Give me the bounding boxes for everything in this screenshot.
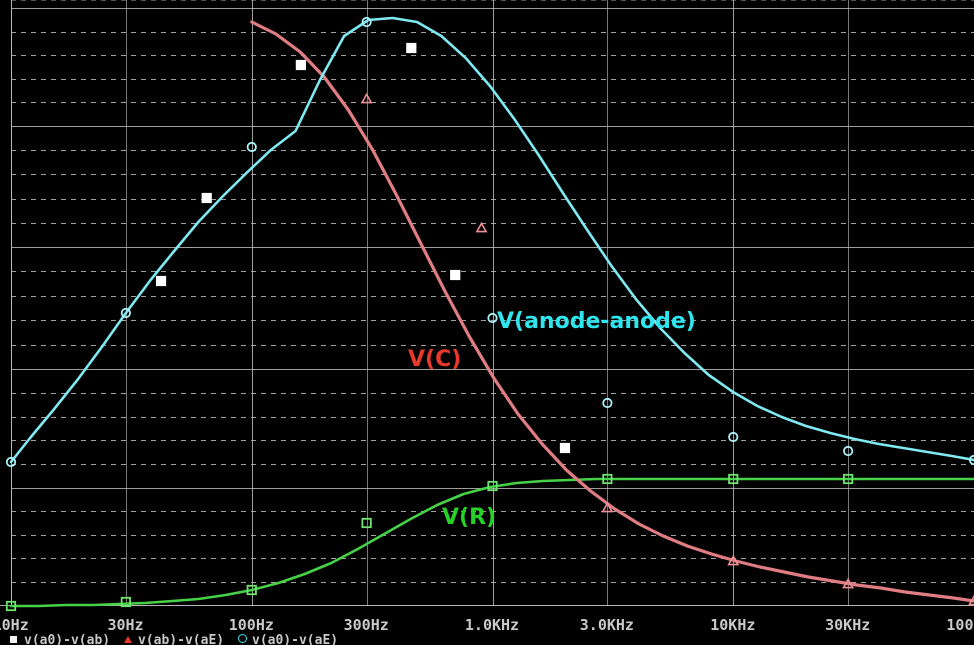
legend-item-0[interactable]: v(a0)-v(ab) xyxy=(24,634,111,645)
x-tick-30khz: 30KHz xyxy=(825,616,871,634)
trace-label-vr[interactable]: V(R) xyxy=(442,505,497,530)
x-tick-10khz: 10KHz xyxy=(710,616,756,634)
x-tick-300hz: 300Hz xyxy=(343,616,389,634)
legend-marker-2 xyxy=(238,634,247,643)
x-tick-100hz: 100Hz xyxy=(228,616,274,634)
x-tick-100khz: 100KHz xyxy=(946,616,974,634)
legend-marker-0 xyxy=(10,636,17,643)
x-tick-30hz: 30Hz xyxy=(107,616,144,634)
x-tick-10hz: 10Hz xyxy=(0,616,29,634)
legend-marker-1 xyxy=(124,636,132,643)
legend-item-2[interactable]: v(a0)-v(aE) xyxy=(252,634,339,645)
legend-item-1[interactable]: v(ab)-v(aE) xyxy=(138,634,225,645)
x-tick-10khz: 1.0KHz xyxy=(464,616,520,634)
trace-label-vanodeanode[interactable]: V(anode-anode) xyxy=(497,309,696,334)
trace-label-vc[interactable]: V(C) xyxy=(408,347,462,372)
legend[interactable]: v(a0)-v(ab) v(ab)-v(aE) v(a0)-v(aE) xyxy=(0,634,974,645)
x-tick-30khz: 3.0KHz xyxy=(579,616,634,634)
